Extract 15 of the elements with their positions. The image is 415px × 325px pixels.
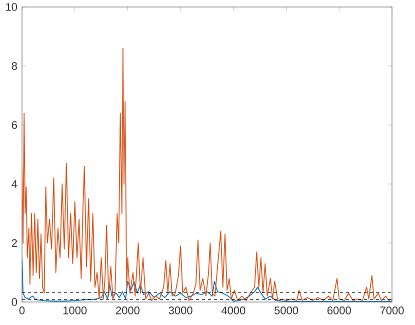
x-tick-label: 4000: [221, 306, 246, 314]
y-tick-label: 0: [12, 298, 18, 306]
y-tick-label: 2: [12, 239, 17, 247]
y-tick-label: 10: [6, 3, 18, 11]
x-tick-label: 2000: [116, 306, 140, 314]
x-tick-label: 3000: [168, 306, 192, 314]
line-series: [22, 48, 392, 301]
x-tick-label: 0: [19, 306, 25, 314]
y-tick-label: 8: [12, 62, 17, 70]
y-tick-label: 4: [12, 180, 18, 188]
x-tick-label: 5000: [274, 306, 298, 314]
y-tick-label: 6: [12, 121, 17, 129]
x-tick-label: 6000: [327, 306, 351, 314]
x-tick-label: 7000: [380, 306, 404, 314]
x-tick-label: 1000: [63, 306, 87, 314]
